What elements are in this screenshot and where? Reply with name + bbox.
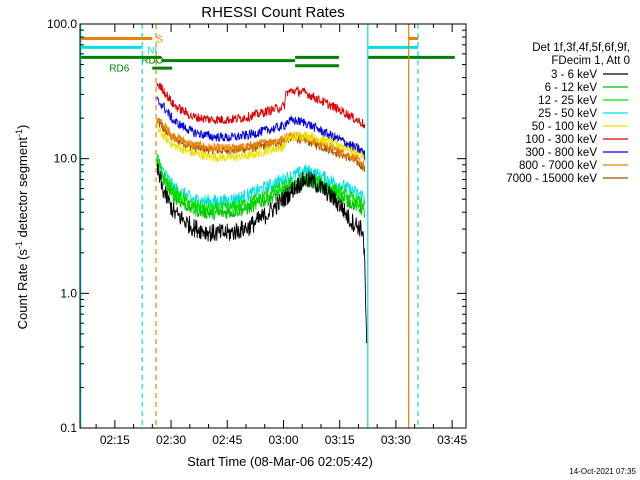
series-line [156,154,366,216]
y-axis: 0.1 1.0 10.0 100.0 [47,17,466,435]
legend-label: 800 - 7000 keV [519,160,597,172]
legend-label: 12 - 25 keV [538,95,597,107]
series-line [156,117,366,170]
legend-label: 100 - 300 keV [525,134,597,146]
series-line [156,82,366,129]
series-line [156,154,365,208]
chart-title: RHESSI Count Rates [201,4,344,21]
x-tick-label: 03:15 [325,433,355,447]
footer-timestamp: 14-Oct-2021 07:35 [569,467,636,476]
x-tick-label: 02:45 [212,433,242,447]
legend-header-2: FDecim 1, Att 0 [551,55,630,67]
legend-label: 50 - 100 keV [532,121,598,133]
x-tick-label: 03:45 [437,433,467,447]
y-tick-label: 10.0 [54,152,78,166]
y-axis-label-mid: detector segment [15,137,30,241]
x-tick-label: 03:00 [268,433,298,447]
y-axis-label-sup1: -1 [14,241,24,249]
legend-label: 25 - 50 keV [538,108,597,120]
y-tick-label: 1.0 [60,286,77,300]
state-label-rd6: RD6 [109,63,129,74]
y-axis-label-end: ) [15,125,30,129]
state-label-rdo: RDO [141,56,163,67]
plot-area: SNI RD6 RDO [80,24,455,428]
state-label-s: S [156,35,163,46]
state-label-ni: NI [147,45,157,56]
series-line [156,163,368,344]
y-axis-label-sup2: -1 [14,129,24,137]
legend: Det 1f,3f,4f,5f,6f,9f, FDecim 1, Att 0 3… [506,42,630,185]
y-axis-label: Count Rate (s-1 detector segment-1) [14,125,30,330]
legend-label: 3 - 6 keV [551,69,597,81]
y-axis-label-main: Count Rate (s [15,249,30,330]
legend-label: 300 - 800 keV [525,147,597,159]
series-line [156,122,366,163]
x-axis-label: Start Time (08-Mar-06 02:05:42) [187,454,373,469]
x-tick-label: 03:30 [381,433,411,447]
series-line [156,96,366,161]
x-tick-label: 02:30 [156,433,186,447]
x-tick-label: 02:15 [100,433,130,447]
x-axis: 02:15 02:30 02:45 03:00 03:15 03:30 03:45 [95,24,467,447]
plot-frame [79,23,467,429]
legend-label: 7000 - 15000 keV [506,173,597,185]
legend-header-1: Det 1f,3f,4f,5f,6f,9f, [532,42,630,54]
y-tick-label: 0.1 [60,421,77,435]
y-tick-label: 100.0 [47,17,77,31]
legend-label: 6 - 12 keV [545,82,598,94]
